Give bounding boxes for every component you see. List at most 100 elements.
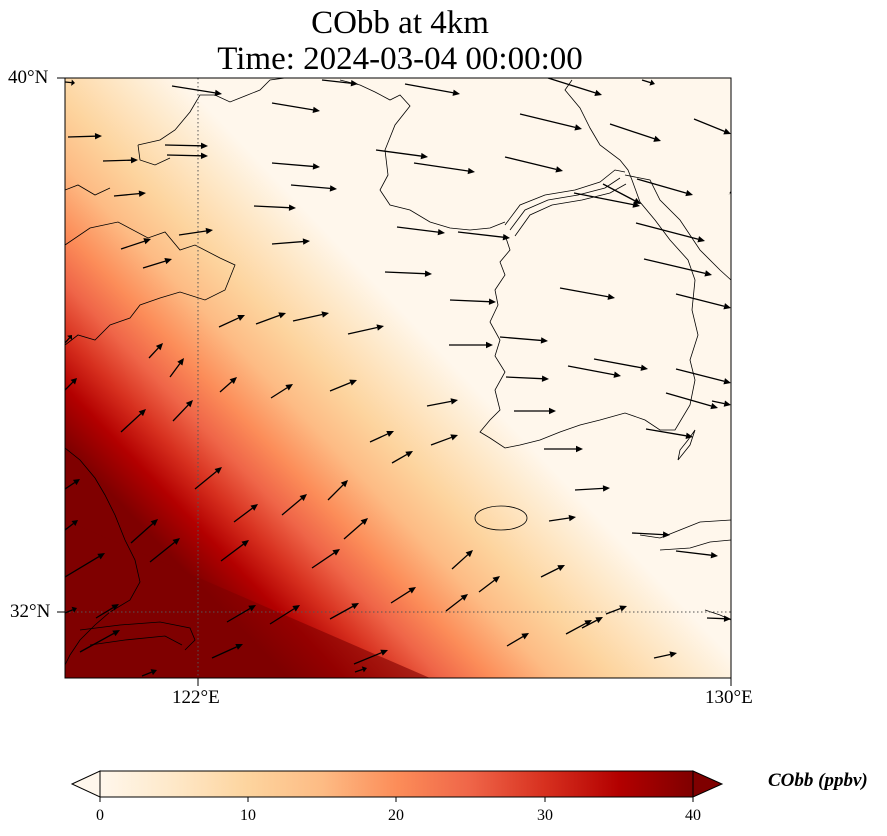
- wind-vector-shaft: [711, 400, 725, 405]
- wind-vector-head: [549, 407, 556, 415]
- wind-vector-shaft: [404, 83, 454, 94]
- wind-vector-shaft: [505, 376, 543, 380]
- wind-vector-shaft: [271, 240, 304, 245]
- wind-vector-shaft: [384, 271, 426, 275]
- wind-vector-shaft: [120, 240, 145, 250]
- wind-vector-shaft: [653, 653, 671, 659]
- wind-vector-head: [72, 479, 80, 486]
- colorbar-tick-30: 30: [537, 807, 553, 824]
- wind-vector-shaft: [141, 671, 152, 677]
- wind-vector-head: [350, 80, 358, 87]
- colorbar-tick-20: 20: [388, 807, 404, 824]
- wind-vector-head: [723, 400, 731, 407]
- wind-vector-head: [349, 379, 357, 386]
- wind-vector-shaft: [292, 313, 323, 322]
- wind-vector-head: [424, 270, 432, 277]
- wind-vector-shaft: [478, 579, 495, 593]
- wind-vector-shaft: [321, 79, 352, 84]
- wind-vector-head: [467, 167, 475, 175]
- wind-vector-head: [452, 89, 460, 96]
- wind-vector-head: [97, 553, 105, 560]
- wind-vector-shaft: [65, 481, 76, 490]
- wind-vector-shaft: [602, 183, 636, 202]
- wind-vector-head: [595, 617, 603, 624]
- colorbar: [70, 770, 724, 802]
- wind-vector-shaft: [706, 617, 725, 620]
- wind-vector-head: [360, 518, 368, 526]
- wind-vector-shaft: [253, 205, 290, 209]
- wind-vector-shaft: [102, 159, 132, 162]
- wind-vector-head: [150, 669, 157, 676]
- wind-vector-head: [420, 152, 428, 160]
- wind-vector-shaft: [65, 609, 74, 614]
- gridlines: [65, 78, 731, 678]
- wind-vector-head: [299, 494, 307, 501]
- wind-vector-shaft: [354, 668, 364, 673]
- wind-vector-shaft: [643, 258, 706, 275]
- wind-vector-head: [521, 633, 529, 640]
- wind-vector-shaft: [178, 230, 207, 236]
- wind-vector-head: [235, 643, 243, 650]
- wind-vector-shaft: [565, 622, 587, 635]
- wind-vector-shaft: [665, 392, 712, 407]
- wind-vector-head: [723, 128, 731, 135]
- wind-vector-shaft: [65, 81, 72, 84]
- wind-vector-head: [386, 431, 394, 437]
- wind-vector-head: [229, 377, 237, 385]
- wind-vector-shaft: [270, 387, 288, 399]
- wind-vector-head: [437, 228, 445, 236]
- wind-vector-head: [685, 432, 693, 439]
- wind-vector-shaft: [641, 79, 651, 84]
- wind-vector-head: [214, 89, 222, 97]
- wind-vector-shaft: [675, 368, 725, 382]
- wind-vector-shaft: [164, 144, 202, 147]
- colorbar-extend-high: [692, 770, 724, 798]
- wind-vector-shaft: [540, 567, 560, 578]
- wind-vector-shaft: [166, 154, 202, 157]
- high-cobb-core: [65, 520, 430, 678]
- lat-label-40n: 40°N: [8, 67, 49, 88]
- wind-vector-shaft: [120, 413, 142, 433]
- wind-vector-head: [200, 152, 208, 160]
- wind-vector-shaft: [65, 556, 100, 578]
- wind-vector-head: [361, 666, 367, 673]
- wind-vector-shaft: [573, 192, 634, 206]
- wind-vector-shaft: [226, 607, 251, 623]
- colorbar-label: CObb (ppbv): [768, 770, 868, 791]
- wind-vector-head: [584, 620, 592, 627]
- wind-vector-shaft: [271, 162, 314, 168]
- wind-vector-shaft: [413, 162, 469, 172]
- wind-vector-shaft: [457, 231, 504, 238]
- wind-vector-shaft: [369, 433, 388, 443]
- wind-vector-shaft: [169, 363, 181, 378]
- wind-vector-head: [329, 185, 337, 192]
- wind-vector-shaft: [609, 123, 655, 140]
- wind-vector-head: [594, 89, 602, 96]
- wind-vector-head: [155, 343, 163, 351]
- wind-vector-head: [723, 303, 731, 310]
- wind-vector-head: [602, 485, 610, 492]
- wind-vector-head: [574, 124, 582, 131]
- wind-vector-head: [723, 615, 731, 622]
- map-title: CObb at 4km: [311, 5, 489, 41]
- wind-vector-head: [576, 445, 583, 453]
- colorbar-extend-low: [70, 770, 101, 798]
- wind-vector-shaft: [631, 532, 664, 536]
- wind-vector-head: [607, 293, 615, 300]
- wind-vector-shaft: [113, 193, 140, 197]
- wind-vector-head: [285, 384, 293, 391]
- wind-vector-head: [568, 514, 576, 522]
- wind-vector-head: [302, 238, 310, 245]
- wind-vector-head: [70, 378, 77, 385]
- wind-vector-shaft: [220, 543, 244, 562]
- wind-vector-head: [669, 651, 677, 658]
- wind-vector-shaft: [430, 436, 452, 446]
- wind-vector-head: [111, 604, 119, 611]
- wind-vector-shaft: [506, 636, 524, 647]
- wind-vector-head: [94, 133, 102, 140]
- wind-vector-shaft: [548, 517, 570, 522]
- wind-vector-head: [130, 157, 138, 164]
- wind-vector-head: [185, 400, 193, 408]
- wind-vector-shaft: [194, 470, 217, 490]
- wind-vector-head: [697, 236, 705, 243]
